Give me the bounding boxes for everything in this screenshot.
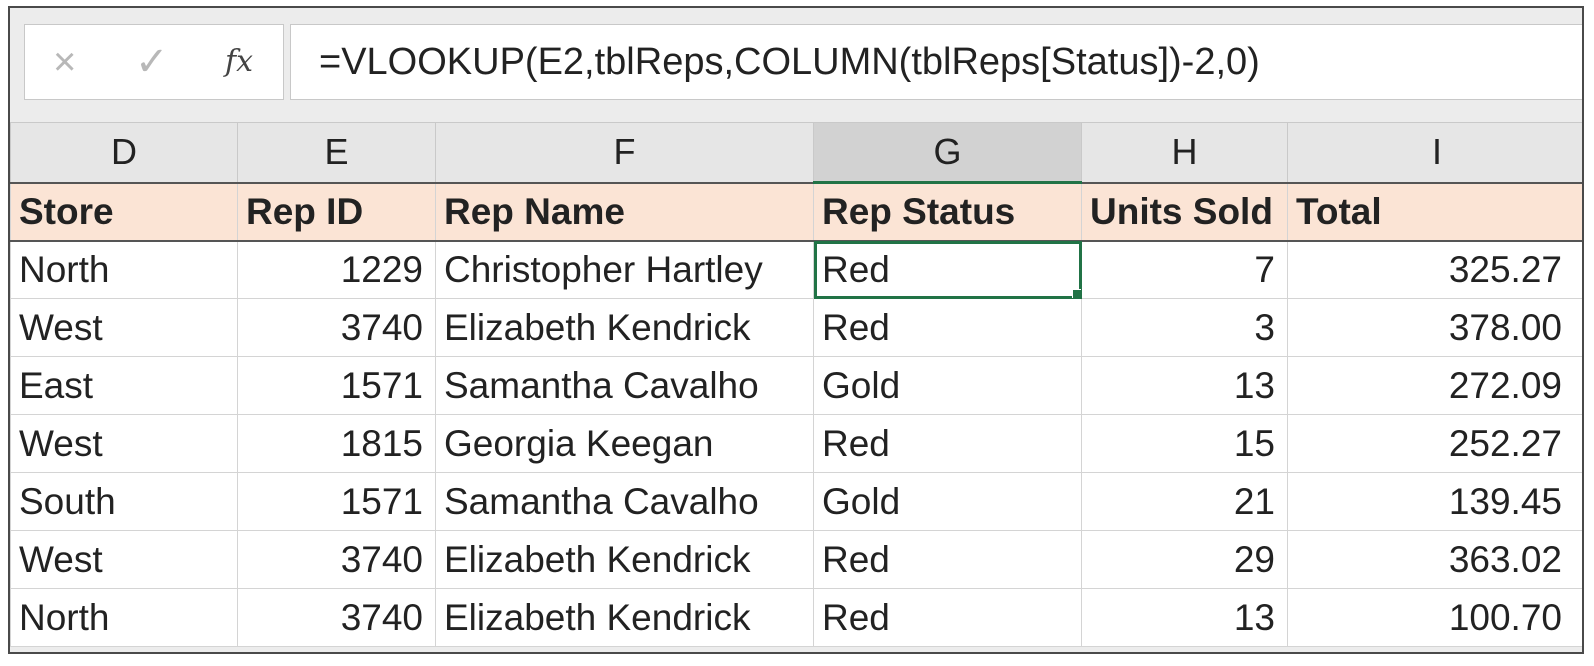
table-body: North 1229 Christopher Hartley Red 7 325.27 We… xyxy=(10,240,1582,647)
column-header-d[interactable]: D xyxy=(10,122,238,183)
worksheet-grid: D E F G H I Store Rep ID Rep Name Rep St… xyxy=(10,122,1582,647)
cell-rep-status[interactable]: Red xyxy=(813,414,1082,473)
table-row: West 3740 Elizabeth Kendrick Red 29 363.02 xyxy=(10,530,1582,589)
cell-units-sold[interactable]: 7 xyxy=(1081,240,1288,299)
cell-rep-id[interactable]: 1815 xyxy=(237,414,436,473)
cell-units-sold[interactable]: 21 xyxy=(1081,472,1288,531)
cell-store[interactable]: West xyxy=(10,530,238,589)
cell-store[interactable]: West xyxy=(10,298,238,357)
cell-rep-name[interactable]: Samantha Cavalho xyxy=(435,472,814,531)
header-rep-status[interactable]: Rep Status xyxy=(813,181,1082,242)
cancel-icon[interactable]: × xyxy=(53,40,77,84)
cell-rep-status[interactable]: Red xyxy=(813,298,1082,357)
header-total[interactable]: Total xyxy=(1287,181,1582,242)
cell-rep-id[interactable]: 3740 xyxy=(237,588,436,647)
cell-rep-status[interactable]: Gold xyxy=(813,356,1082,415)
formula-bar: × ✓ fx =VLOOKUP(E2,tblReps,COLUMN(tblRep… xyxy=(10,8,1582,120)
table-row: South 1571 Samantha Cavalho Gold 21 139.45 xyxy=(10,472,1582,531)
cell-rep-id[interactable]: 1571 xyxy=(237,356,436,415)
cell-total[interactable]: 363.02 xyxy=(1287,530,1582,589)
formula-bar-buttons: × ✓ fx xyxy=(24,24,284,100)
cell-rep-name[interactable]: Elizabeth Kendrick xyxy=(435,588,814,647)
header-rep-name[interactable]: Rep Name xyxy=(435,181,814,242)
cell-store[interactable]: South xyxy=(10,472,238,531)
table-row: West 1815 Georgia Keegan Red 15 252.27 xyxy=(10,414,1582,473)
cell-rep-id[interactable]: 3740 xyxy=(237,298,436,357)
cell-rep-name[interactable]: Christopher Hartley xyxy=(435,240,814,299)
header-rep-id[interactable]: Rep ID xyxy=(237,181,436,242)
cell-rep-name[interactable]: Elizabeth Kendrick xyxy=(435,530,814,589)
cell-rep-id[interactable]: 3740 xyxy=(237,530,436,589)
column-header-g[interactable]: G xyxy=(813,122,1082,184)
cell-total[interactable]: 139.45 xyxy=(1287,472,1582,531)
column-header-h[interactable]: H xyxy=(1081,122,1288,183)
cell-rep-name[interactable]: Elizabeth Kendrick xyxy=(435,298,814,357)
header-store[interactable]: Store xyxy=(10,181,238,242)
column-header-f[interactable]: F xyxy=(435,122,814,183)
header-units-sold[interactable]: Units Sold xyxy=(1081,181,1288,242)
cell-units-sold[interactable]: 15 xyxy=(1081,414,1288,473)
cell-store[interactable]: North xyxy=(10,588,238,647)
cell-total[interactable]: 272.09 xyxy=(1287,356,1582,415)
cell-total[interactable]: 378.00 xyxy=(1287,298,1582,357)
cell-rep-name[interactable]: Samantha Cavalho xyxy=(435,356,814,415)
cell-rep-status[interactable]: Gold xyxy=(813,472,1082,531)
cell-rep-id[interactable]: 1229 xyxy=(237,240,436,299)
cell-total[interactable]: 325.27 xyxy=(1287,240,1582,299)
spreadsheet-window: × ✓ fx =VLOOKUP(E2,tblReps,COLUMN(tblRep… xyxy=(8,6,1584,654)
cell-total[interactable]: 100.70 xyxy=(1287,588,1582,647)
cell-store[interactable]: North xyxy=(10,240,238,299)
cell-units-sold[interactable]: 13 xyxy=(1081,588,1288,647)
fill-handle[interactable] xyxy=(1072,289,1081,298)
column-header-row: D E F G H I xyxy=(10,122,1582,184)
table-row: North 3740 Elizabeth Kendrick Red 13 100.70 xyxy=(10,588,1582,647)
cell-rep-name[interactable]: Georgia Keegan xyxy=(435,414,814,473)
cell-rep-status[interactable]: Red xyxy=(813,588,1082,647)
column-header-i[interactable]: I xyxy=(1287,122,1582,183)
cell-units-sold[interactable]: 13 xyxy=(1081,356,1288,415)
table-row: West 3740 Elizabeth Kendrick Red 3 378.00 xyxy=(10,298,1582,357)
formula-input[interactable]: =VLOOKUP(E2,tblReps,COLUMN(tblReps[Statu… xyxy=(290,24,1582,100)
cell-rep-id[interactable]: 1571 xyxy=(237,472,436,531)
cell-store[interactable]: West xyxy=(10,414,238,473)
table-header-row: Store Rep ID Rep Name Rep Status Units S… xyxy=(10,181,1582,242)
column-header-e[interactable]: E xyxy=(237,122,436,183)
cell-rep-status[interactable]: Red xyxy=(813,240,1082,299)
cell-units-sold[interactable]: 3 xyxy=(1081,298,1288,357)
enter-icon[interactable]: ✓ xyxy=(135,40,169,84)
insert-function-icon[interactable]: fx xyxy=(225,44,254,79)
cell-rep-status[interactable]: Red xyxy=(813,530,1082,589)
cell-units-sold[interactable]: 29 xyxy=(1081,530,1288,589)
cell-total[interactable]: 252.27 xyxy=(1287,414,1582,473)
table-row: North 1229 Christopher Hartley Red 7 325.27 xyxy=(10,240,1582,299)
table-row: East 1571 Samantha Cavalho Gold 13 272.09 xyxy=(10,356,1582,415)
cell-store[interactable]: East xyxy=(10,356,238,415)
